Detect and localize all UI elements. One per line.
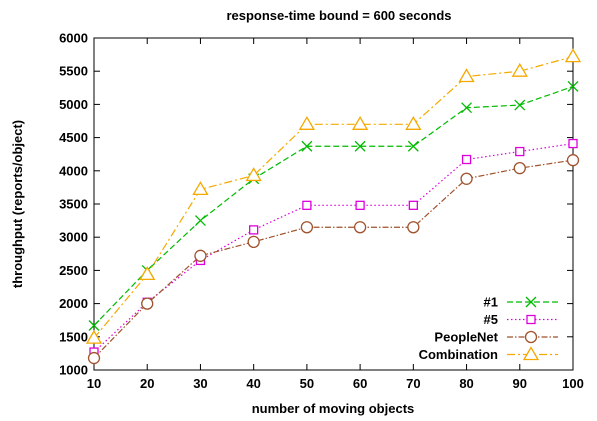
data-point [566,154,580,167]
data-point [511,62,528,77]
x-tick-label: 80 [459,376,473,391]
series-2 [87,154,580,365]
legend-label: Combination [419,347,498,362]
data-point [461,102,473,114]
y-tick-label: 2500 [59,263,88,278]
series-line [93,159,574,359]
data-point [141,297,154,310]
series-1 [89,138,578,357]
x-tick-label: 60 [353,376,367,391]
data-point [300,221,314,234]
data-point [405,116,422,130]
legend: #1 #5 PeopleNet Combination [419,295,558,362]
legend-marker [525,296,537,308]
data-point [461,154,472,165]
data-point [458,68,475,83]
data-point [88,320,100,331]
data-point [407,221,420,234]
data-point [408,200,418,210]
x-axis-label: number of moving objects [252,401,415,416]
y-tick-label: 6000 [59,31,88,46]
series-line [93,85,574,326]
data-point [513,161,526,175]
y-tick-label: 3500 [59,197,88,212]
x-tick-label: 90 [513,376,527,391]
chart-title: response-time bound = 600 seconds [226,8,451,23]
data-point [301,140,313,152]
data-point [298,116,316,130]
legend-marker [524,330,538,344]
x-tick-label: 70 [406,376,420,391]
y-tick-label: 1500 [59,329,88,344]
data-point [564,48,582,63]
data-point [247,235,260,248]
legend-label: PeopleNet [434,330,498,345]
legend-marker [526,314,536,325]
legend-label: #1 [484,295,498,310]
series-0 [88,81,579,331]
data-point [355,200,365,210]
series-layer [85,48,582,365]
x-tick-label: 10 [87,376,101,391]
data-point [87,351,101,365]
y-tick-label: 5500 [59,64,88,79]
y-tick-label: 4500 [59,130,88,145]
data-point [194,249,207,262]
y-tick-label: 5000 [59,97,88,112]
plot-area [93,37,574,371]
data-point [302,200,312,210]
y-axis: 1000 1500 2000 2500 3000 3500 4000 4500 5000 5500… [59,31,573,378]
y-axis-label: throughput (reports/object) [10,120,25,288]
data-point [515,146,525,157]
data-point [351,116,369,130]
data-point [245,167,262,182]
y-tick-label: 4000 [59,163,88,178]
series-3 [85,48,582,344]
x-tick-label: 30 [193,376,207,391]
x-axis: 10 20 30 40 50 60 70 80 90 100 [87,38,584,391]
series-line [93,56,574,339]
data-point [139,266,156,281]
data-point [567,81,579,92]
y-tick-label: 2000 [59,296,88,311]
x-tick-label: 50 [300,376,314,391]
data-point [192,181,209,196]
x-tick-label: 40 [246,376,260,391]
data-point [514,99,526,111]
data-point [568,138,578,149]
x-tick-label: 20 [140,376,154,391]
data-point [85,329,103,344]
legend-label: #5 [484,312,498,327]
data-point [249,225,259,235]
y-tick-label: 1000 [59,363,88,378]
data-point [407,140,419,152]
data-point [353,221,367,234]
x-tick-label: 100 [562,376,584,391]
data-point [460,172,473,185]
y-tick-label: 3000 [59,230,88,245]
series-line [93,142,574,353]
data-point [354,140,366,152]
data-point [194,215,206,227]
legend-marker [522,346,540,361]
